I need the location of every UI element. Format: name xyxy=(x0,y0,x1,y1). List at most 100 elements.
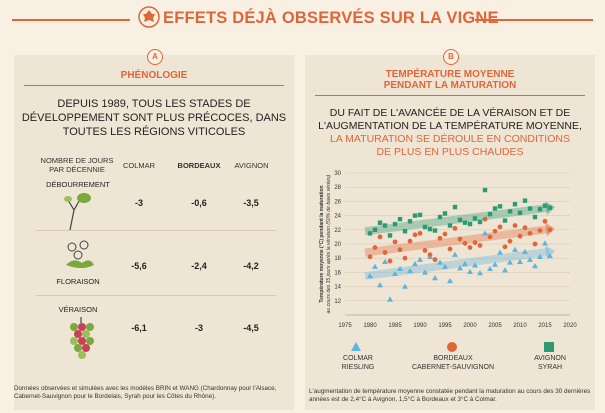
legend-colmar-line1: COLMAR xyxy=(343,355,373,362)
y-tick-label: 22 xyxy=(334,228,341,234)
legend-bordeaux-line2: CABERNET-SAUVIGNON xyxy=(411,363,495,371)
data-point-avignon xyxy=(492,206,498,211)
data-point-avignon xyxy=(527,206,533,211)
data-point-bordeaux xyxy=(402,255,408,261)
temperature-scatter-chart: 12 14 16 18 20 22 24 26 28 30 1975 1980 1985 1990 1995… xyxy=(319,171,577,329)
y-tick-label: 16 xyxy=(334,270,341,276)
data-point-colmar xyxy=(422,269,428,275)
x-tick-label: 1995 xyxy=(438,323,452,329)
y-tick-label: 26 xyxy=(334,199,341,205)
data-point-avignon xyxy=(432,228,438,233)
data-point-colmar xyxy=(462,260,468,267)
data-point-bordeaux xyxy=(427,252,433,258)
data-point-colmar xyxy=(527,256,533,262)
data-point-avignon xyxy=(547,205,553,210)
panel-b-title-line2: PENDANT LA MATURATION xyxy=(383,80,517,91)
data-point-colmar xyxy=(437,259,443,265)
data-point-avignon xyxy=(462,220,468,225)
x-tick-label: 2010 xyxy=(513,323,527,329)
value-veraison-bordeaux: -3 xyxy=(194,323,203,333)
x-tick-label: 1975 xyxy=(338,323,352,329)
data-point-bordeaux xyxy=(492,228,498,234)
panel-b-footnote: L'augmentation de température moyenne co… xyxy=(309,388,591,403)
data-point-avignon xyxy=(452,204,458,210)
y-tick-label: 30 xyxy=(334,171,341,177)
data-point-bordeaux xyxy=(372,245,378,250)
data-point-colmar xyxy=(487,265,493,272)
col-header-avignon: AVIGNON xyxy=(234,161,269,170)
chart-points xyxy=(367,187,553,302)
circle-marker-icon xyxy=(447,342,457,352)
square-marker-icon xyxy=(544,342,554,352)
legend-avignon-line1: AVIGNON xyxy=(534,355,566,362)
chart-grid xyxy=(345,172,570,302)
row-label-floraison: FLORAISON xyxy=(56,277,100,286)
legend-avignon: AVIGNON SYRAH xyxy=(525,355,575,372)
panel-b-rule xyxy=(315,95,585,96)
data-point-bordeaux xyxy=(472,240,478,245)
legend-bordeaux: BORDEAUX CABERNET-SAUVIGNON xyxy=(403,355,503,372)
data-point-avignon xyxy=(437,214,443,220)
panel-b-intro-line3: LA MATURATION SE DÉROULE EN CONDITIONS xyxy=(330,133,570,145)
data-point-avignon xyxy=(477,219,483,225)
data-point-colmar xyxy=(417,256,423,262)
data-point-colmar xyxy=(497,249,503,255)
value-floraison-bordeaux: -2,4 xyxy=(191,261,207,271)
y-tick-label: 24 xyxy=(334,214,341,220)
data-point-avignon xyxy=(422,224,428,230)
data-point-colmar xyxy=(537,253,543,259)
data-point-bordeaux xyxy=(467,245,473,250)
data-point-bordeaux xyxy=(437,235,443,241)
header-rule-right xyxy=(475,19,593,21)
data-point-bordeaux xyxy=(532,241,538,247)
x-tick-label: 1985 xyxy=(388,323,402,329)
data-point-colmar xyxy=(477,270,483,276)
data-point-avignon xyxy=(407,219,413,224)
data-point-colmar xyxy=(367,272,373,279)
value-floraison-colmar: -5,6 xyxy=(131,261,147,271)
budburst-icon xyxy=(64,193,91,231)
x-tick-label: 2015 xyxy=(538,323,552,329)
value-debourrement-colmar: -3 xyxy=(134,198,143,208)
data-point-bordeaux xyxy=(382,250,388,255)
grape-leaf-icon xyxy=(138,6,160,28)
row-label-veraison: VÉRAISON xyxy=(58,305,98,314)
data-point-colmar xyxy=(517,258,523,264)
data-point-avignon xyxy=(412,213,418,218)
legend-colmar: COLMAR RIESLING xyxy=(333,355,383,372)
row-divider xyxy=(36,230,276,231)
data-point-colmar xyxy=(432,275,438,281)
panel-b-intro-line4: DE PLUS EN PLUS CHAUDES xyxy=(376,146,524,158)
data-point-bordeaux xyxy=(407,238,413,244)
data-point-avignon xyxy=(392,221,398,227)
x-tick-label: 2005 xyxy=(488,323,502,329)
data-point-bordeaux xyxy=(397,247,403,253)
panel-b-intro: DU FAIT DE L'AVANCÉE DE LA VÉRAISON ET D… xyxy=(313,107,587,159)
data-point-avignon xyxy=(472,216,478,221)
data-point-colmar xyxy=(392,270,398,277)
data-point-avignon xyxy=(457,217,463,223)
panel-b-title-line1: TEMPÉRATURE MOYENNE xyxy=(385,69,515,80)
data-point-colmar xyxy=(502,267,508,273)
y-tick-label: 18 xyxy=(334,256,341,262)
data-point-avignon xyxy=(377,220,383,225)
data-point-avignon xyxy=(487,211,493,217)
data-point-colmar xyxy=(387,296,393,302)
data-point-avignon xyxy=(367,231,373,236)
data-point-colmar xyxy=(492,261,498,267)
y-tick-label: 28 xyxy=(334,185,341,191)
panel-b-intro-line1: DU FAIT DE L'AVANCÉE DE LA VÉRAISON ET D… xyxy=(329,107,571,119)
data-point-avignon xyxy=(482,187,488,193)
grape-bunch-icon xyxy=(70,317,94,359)
col-header-colmar: COLMAR xyxy=(122,161,156,170)
data-point-bordeaux xyxy=(417,230,423,236)
panel-b-intro-line2: L'AUGMENTATION DE LA TEMPÉRATURE MOYENNE… xyxy=(318,120,582,132)
data-point-avignon xyxy=(387,233,393,238)
data-point-bordeaux xyxy=(482,216,488,222)
data-point-bordeaux xyxy=(542,218,548,224)
data-point-bordeaux xyxy=(497,224,503,230)
data-point-colmar xyxy=(412,260,418,267)
data-point-bordeaux xyxy=(477,243,483,248)
data-point-avignon xyxy=(507,209,513,214)
data-point-colmar xyxy=(447,277,453,284)
